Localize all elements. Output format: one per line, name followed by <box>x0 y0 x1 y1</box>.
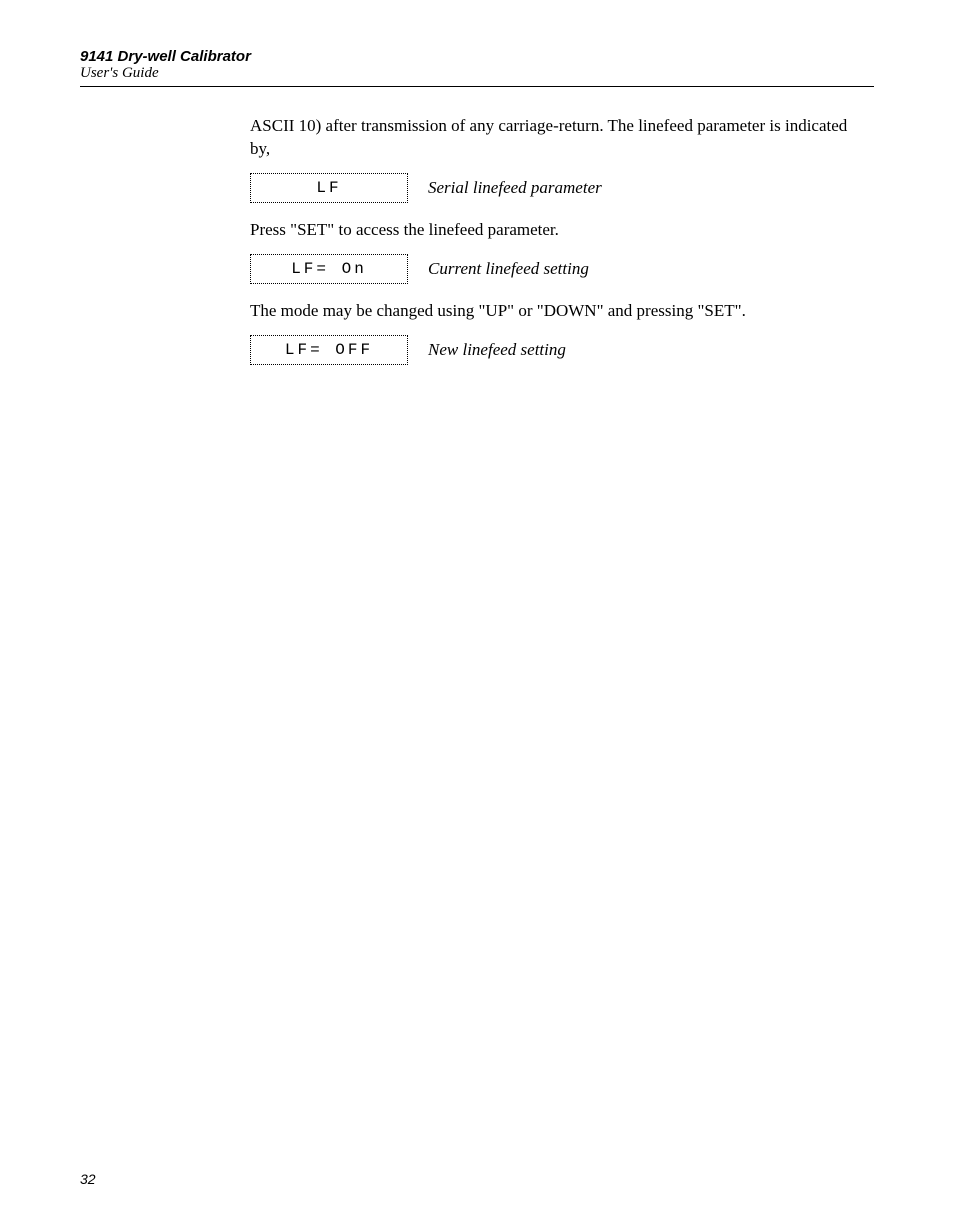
header-subtitle: User's Guide <box>80 65 874 82</box>
lcd-caption-3: New linefeed setting <box>428 340 566 360</box>
paragraph-3: The mode may be changed using "UP" or "D… <box>250 300 854 323</box>
page-container: 9141 Dry-well Calibrator User's Guide AS… <box>0 0 954 429</box>
lcd-display-3: LF= OFF <box>250 335 408 365</box>
paragraph-1: ASCII 10) after transmission of any carr… <box>250 115 854 161</box>
page-header: 9141 Dry-well Calibrator User's Guide <box>80 48 874 87</box>
page-number: 32 <box>80 1171 96 1187</box>
display-row-1: LF Serial linefeed parameter <box>250 173 854 203</box>
lcd-caption-2: Current linefeed setting <box>428 259 589 279</box>
display-row-3: LF= OFF New linefeed setting <box>250 335 854 365</box>
lcd-display-1: LF <box>250 173 408 203</box>
lcd-display-2: LF= On <box>250 254 408 284</box>
lcd-caption-1: Serial linefeed parameter <box>428 178 602 198</box>
header-title: 9141 Dry-well Calibrator <box>80 48 874 65</box>
display-row-2: LF= On Current linefeed setting <box>250 254 854 284</box>
paragraph-2: Press "SET" to access the linefeed param… <box>250 219 854 242</box>
body-content: ASCII 10) after transmission of any carr… <box>250 115 854 365</box>
